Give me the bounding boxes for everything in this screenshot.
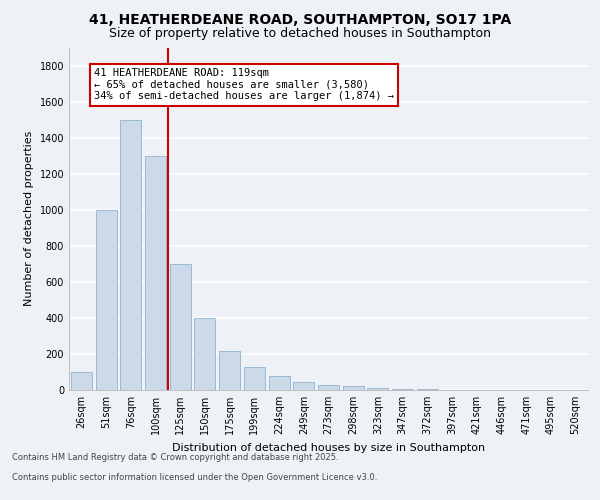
Bar	[367, 388, 388, 390]
Bar	[392, 389, 413, 390]
Bar	[219, 351, 240, 390]
Bar	[244, 366, 265, 390]
Text: Contains HM Land Registry data © Crown copyright and database right 2025.: Contains HM Land Registry data © Crown c…	[12, 452, 338, 462]
Y-axis label: Number of detached properties: Number of detached properties	[24, 131, 34, 306]
Bar	[293, 382, 314, 390]
Bar	[170, 264, 191, 390]
Bar	[194, 318, 215, 390]
Bar	[120, 120, 141, 390]
Text: 41 HEATHERDEANE ROAD: 119sqm
← 65% of detached houses are smaller (3,580)
34% of: 41 HEATHERDEANE ROAD: 119sqm ← 65% of de…	[94, 68, 394, 102]
Text: 41, HEATHERDEANE ROAD, SOUTHAMPTON, SO17 1PA: 41, HEATHERDEANE ROAD, SOUTHAMPTON, SO17…	[89, 12, 511, 26]
Text: Contains public sector information licensed under the Open Government Licence v3: Contains public sector information licen…	[12, 472, 377, 482]
X-axis label: Distribution of detached houses by size in Southampton: Distribution of detached houses by size …	[172, 442, 485, 452]
Bar	[95, 210, 116, 390]
Bar	[318, 384, 339, 390]
Bar	[71, 372, 92, 390]
Text: Size of property relative to detached houses in Southampton: Size of property relative to detached ho…	[109, 28, 491, 40]
Bar	[343, 386, 364, 390]
Bar	[145, 156, 166, 390]
Bar	[269, 376, 290, 390]
